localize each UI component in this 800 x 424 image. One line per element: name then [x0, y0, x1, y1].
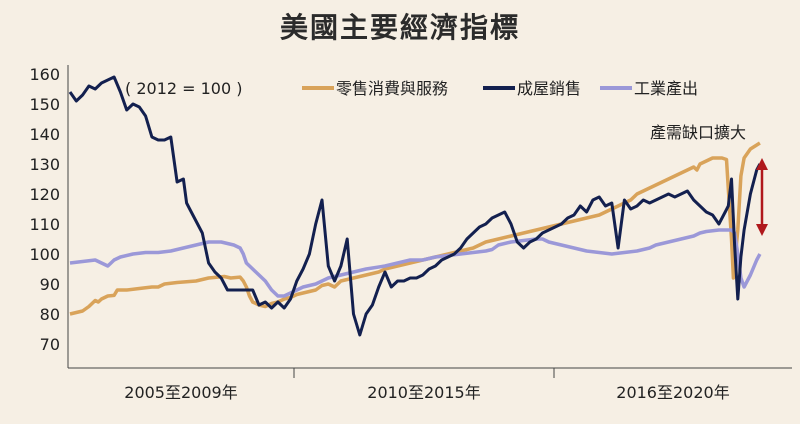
period-labels: 2005至2009年 2010至2015年 2016至2020年	[124, 368, 730, 402]
y-tick-label: 100	[29, 245, 60, 264]
y-tick-labels: 70 80 90 100 110 120 130 140 150 160	[29, 65, 60, 354]
y-tick-label: 70	[40, 335, 60, 354]
series-line-industry	[69, 228, 762, 298]
annotation-gap: 產需缺口擴大	[650, 123, 746, 142]
y-tick-label: 120	[29, 185, 60, 204]
page-title: 美國主要經濟指標	[279, 11, 520, 44]
y-tick-label: 160	[29, 65, 60, 84]
series-line-retail	[69, 141, 761, 316]
y-tick-label: 80	[40, 305, 60, 324]
y-tick-label: 140	[29, 125, 60, 144]
base-note: ( 2012 = 100 )	[125, 79, 243, 98]
y-tick-label: 110	[29, 215, 60, 234]
gap-arrow-icon	[756, 158, 768, 236]
series-lines	[68, 75, 762, 337]
legend-retail: 零售消費與服務	[336, 79, 448, 98]
y-tick-label: 150	[29, 95, 60, 114]
series-line-housing	[68, 75, 762, 337]
legend-housing: 成屋銷售	[517, 79, 581, 98]
y-tick-label: 90	[40, 275, 60, 294]
legend-industry: 工業產出	[634, 79, 698, 98]
period-label: 2016至2020年	[616, 383, 729, 402]
period-label: 2010至2015年	[367, 383, 480, 402]
period-label: 2005至2009年	[124, 383, 237, 402]
y-tick-label: 130	[29, 155, 60, 174]
